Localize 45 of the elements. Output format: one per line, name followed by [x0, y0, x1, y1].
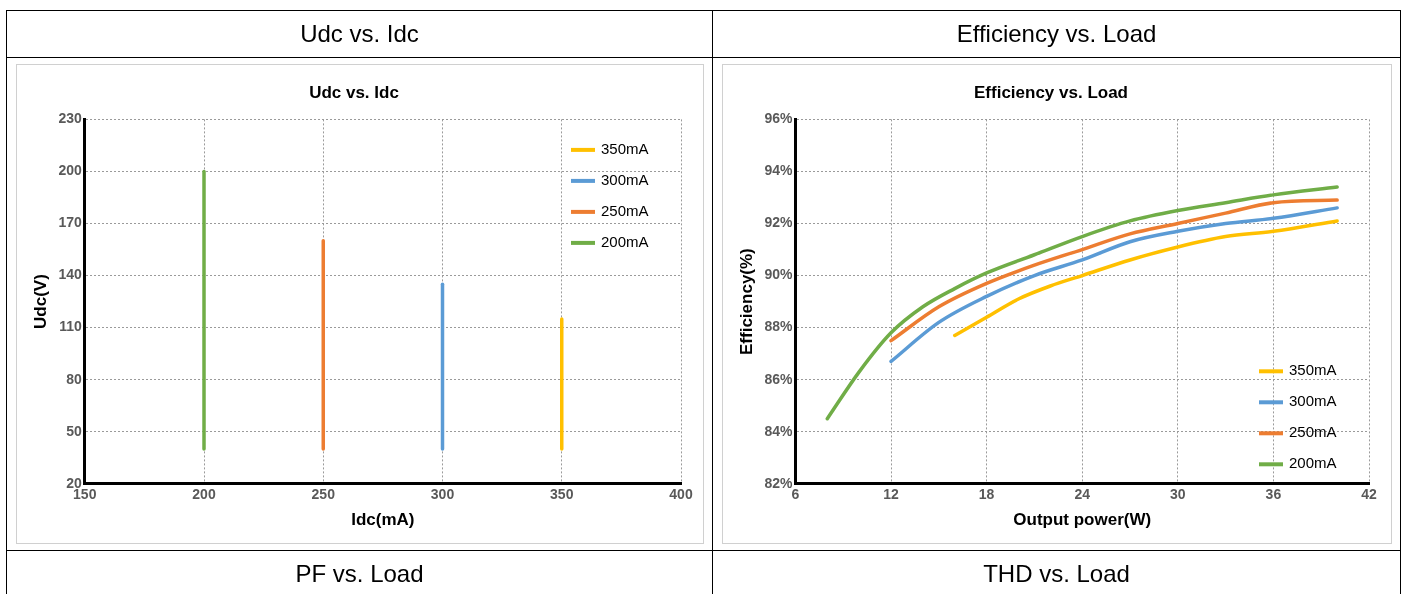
x-tick-label: 18 [978, 486, 995, 503]
x-tick-label: 42 [1360, 486, 1377, 503]
y-tick-label: 200 [57, 162, 82, 179]
y-tick-label: 170 [57, 214, 82, 231]
y-axis-title: Udc(V) [30, 274, 50, 329]
x-axis-title: Output power(W) [1012, 510, 1151, 530]
y-tick-label: 80 [65, 370, 82, 387]
y-axis-title: Efficiency(%) [736, 248, 756, 355]
legend-label: 250mA [600, 202, 649, 220]
chart-title: Efficiency vs. Load [713, 11, 1401, 58]
x-tick-label: 12 [882, 486, 899, 503]
x-tick-label: 24 [1073, 486, 1090, 503]
legend-label: 300mA [600, 171, 649, 189]
chart-subtitle: Efficiency vs. Load [973, 82, 1128, 102]
legend-label: 350mA [1288, 361, 1337, 379]
x-tick-label: 350 [549, 486, 574, 503]
chart-subtitle: Udc vs. Idc [308, 82, 399, 102]
y-tick-label: 82% [763, 474, 793, 491]
y-tick-label: 230 [57, 110, 82, 127]
x-tick-label: 36 [1265, 486, 1281, 503]
y-tick-label: 84% [763, 422, 793, 439]
y-tick-label: 88% [763, 318, 793, 335]
x-tick-label: 200 [191, 486, 216, 503]
y-tick-label: 96% [763, 110, 793, 127]
y-tick-label: 94% [763, 162, 793, 179]
y-tick-label: 50 [65, 422, 82, 439]
y-tick-label: 110 [58, 318, 82, 335]
text: PF vs. Load [7, 551, 713, 594]
x-tick-label: 30 [1169, 486, 1186, 503]
y-tick-label: 86% [763, 370, 793, 387]
legend-label: 300mA [1288, 392, 1337, 410]
y-tick-label: 92% [763, 214, 793, 231]
x-tick-label: 6 [791, 486, 800, 503]
y-tick-label: 140 [57, 266, 82, 283]
x-tick-label: 400 [668, 486, 693, 503]
x-axis-title: Idc(mA) [350, 510, 415, 530]
x-tick-label: 250 [311, 486, 335, 503]
legend-label: 200mA [1288, 454, 1337, 472]
text: THD vs. Load [713, 551, 1401, 594]
legend-label: 200mA [600, 233, 649, 251]
y-tick-label: 90% [763, 266, 793, 283]
legend-label: 350mA [600, 140, 649, 158]
x-tick-label: 300 [430, 486, 454, 503]
legend-label: 250mA [1288, 423, 1337, 441]
chart-title: Udc vs. Idc [7, 11, 713, 58]
